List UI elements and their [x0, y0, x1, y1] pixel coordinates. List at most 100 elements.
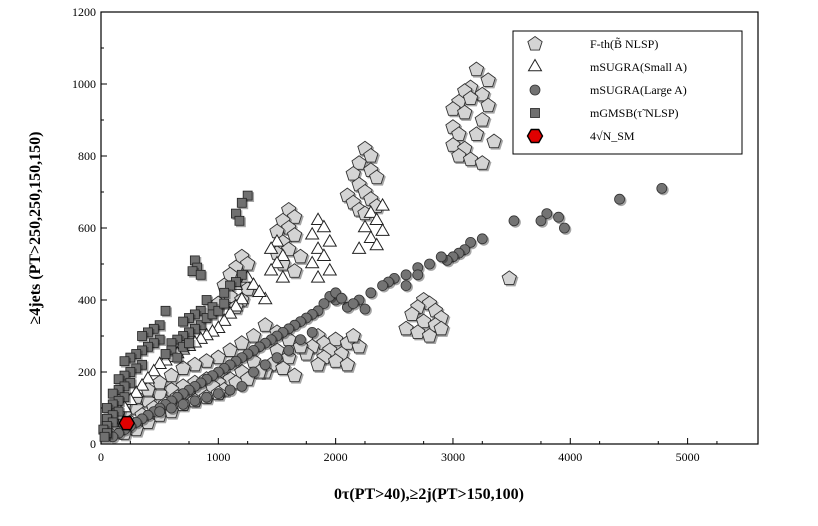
data-point-pentagon	[339, 356, 356, 372]
data-point-pentagon	[474, 86, 490, 102]
data-point-square	[195, 269, 206, 280]
data-point-pentagon	[445, 101, 461, 116]
data-point-pentagon	[163, 367, 180, 383]
data-point-pentagon	[286, 227, 303, 242]
x-tick-label: 1000	[206, 450, 230, 464]
data-point-square	[225, 280, 235, 291]
legend-label: mSUGRA(Small A)	[590, 60, 687, 74]
data-point-square	[219, 287, 230, 298]
y-tick-label: 600	[78, 221, 96, 235]
data-point-triangle	[228, 298, 244, 312]
data-point-triangle	[369, 237, 385, 251]
data-point-triangle	[140, 370, 156, 384]
legend-label: 4√N_SM	[590, 129, 635, 143]
y-axis-title: ≥4jets (PT>250,250,150,150)	[27, 132, 44, 325]
data-point-pentagon	[404, 306, 420, 321]
data-point-pentagon	[480, 97, 496, 113]
data-point-pentagon	[351, 338, 367, 354]
data-point-circle	[154, 406, 166, 418]
data-point-triangle	[269, 255, 285, 269]
data-point-pentagon	[257, 317, 273, 332]
x-tick-label: 2000	[324, 450, 348, 464]
series-reference	[118, 415, 136, 431]
data-point-pentagon	[468, 126, 485, 141]
legend-marker-reference	[526, 128, 544, 144]
data-point-circle	[165, 402, 177, 414]
data-point-circle	[177, 398, 189, 410]
data-point-circle	[508, 215, 520, 227]
data-point-circle	[189, 395, 201, 407]
data-point-triangle	[304, 255, 320, 269]
y-tick-label: 800	[78, 149, 96, 163]
data-point-triangle	[252, 284, 267, 298]
data-point-pentagon	[292, 248, 309, 264]
data-point-square	[201, 295, 212, 305]
data-point-circle	[236, 380, 248, 392]
data-point-square	[172, 352, 183, 363]
data-point-pentagon	[462, 151, 479, 167]
data-point-pentagon	[474, 111, 490, 127]
data-point-circle	[535, 215, 547, 227]
series-square	[98, 190, 253, 442]
data-point-pentagon	[415, 313, 432, 329]
data-point-triangle	[234, 291, 250, 305]
x-axis-title: 0τ(PT>40),≥2j(PT>150,100)	[334, 486, 524, 503]
data-point-circle	[318, 298, 330, 310]
x-tick-label: 0	[98, 450, 104, 464]
data-point-triangle	[257, 291, 273, 305]
data-point-triangle	[369, 212, 385, 226]
data-point-circle	[201, 391, 212, 403]
data-points	[98, 61, 668, 443]
y-tick-label: 0	[90, 437, 96, 451]
data-point-pentagon	[286, 263, 303, 278]
data-point-square	[107, 388, 118, 399]
data-point-triangle	[316, 219, 332, 233]
data-point-circle	[212, 388, 224, 400]
data-point-pentagon	[152, 374, 168, 390]
data-point-pentagon	[501, 270, 517, 285]
data-point-circle	[365, 287, 377, 299]
data-point-triangle	[322, 233, 338, 247]
data-point-pentagon	[474, 155, 490, 170]
data-point-triangle	[128, 385, 144, 398]
data-point-circle	[248, 366, 259, 378]
data-point-triangle	[351, 241, 367, 254]
data-point-circle	[377, 280, 388, 292]
data-point-circle	[271, 352, 283, 364]
data-point-pentagon	[398, 320, 414, 336]
data-point-triangle	[310, 212, 326, 226]
data-point-triangle	[269, 233, 285, 247]
y-tick-label: 1200	[72, 5, 96, 19]
data-point-pentagon	[457, 104, 473, 120]
data-point-pentagon	[480, 72, 496, 87]
data-point-pentagon	[421, 327, 438, 343]
y-tick-label: 200	[78, 365, 96, 379]
x-tick-label: 4000	[558, 450, 582, 464]
data-point-triangle	[363, 205, 379, 218]
data-point-square	[236, 197, 247, 208]
data-point-reference	[118, 415, 136, 431]
data-point-circle	[435, 251, 447, 263]
data-point-pentagon	[222, 342, 238, 357]
data-point-square	[219, 298, 230, 309]
data-point-circle	[559, 222, 570, 234]
y-tick-label: 400	[78, 293, 96, 307]
data-point-circle	[259, 359, 271, 371]
data-point-pentagon	[327, 353, 344, 368]
data-point-square	[113, 374, 124, 385]
data-point-circle	[306, 326, 318, 338]
data-point-triangle	[246, 277, 261, 290]
data-point-pentagon	[445, 137, 461, 152]
legend-marker-circle	[529, 84, 541, 96]
data-point-square	[160, 349, 171, 359]
data-point-square	[213, 305, 224, 316]
data-point-square	[184, 338, 194, 349]
x-tick-label: 5000	[676, 450, 700, 464]
legend-label: F-th(B̃ NLSP)	[590, 37, 658, 51]
data-point-square	[101, 403, 112, 413]
data-point-pentagon	[410, 324, 426, 339]
data-point-pentagon	[245, 327, 262, 343]
data-point-pentagon	[286, 209, 303, 224]
data-point-square	[234, 215, 245, 226]
